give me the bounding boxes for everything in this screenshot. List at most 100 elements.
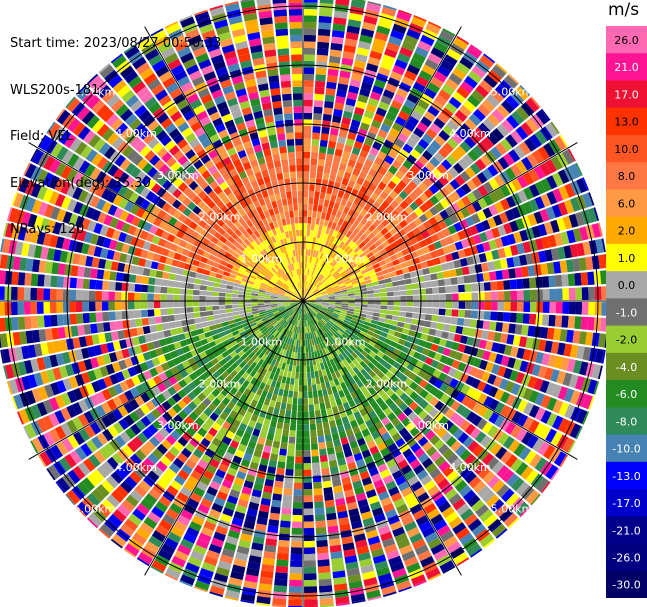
velocity-gate bbox=[427, 350, 437, 359]
velocity-gate bbox=[483, 194, 494, 206]
velocity-gate bbox=[374, 267, 382, 273]
velocity-gate bbox=[192, 301, 200, 307]
velocity-gate bbox=[401, 417, 412, 427]
velocity-gate bbox=[308, 303, 315, 307]
velocity-gate bbox=[392, 65, 406, 76]
velocity-gate bbox=[428, 216, 438, 226]
velocity-gate bbox=[329, 267, 335, 274]
velocity-gate bbox=[390, 276, 399, 282]
velocity-gate bbox=[387, 301, 394, 306]
velocity-gate bbox=[582, 411, 589, 425]
velocity-gate bbox=[37, 274, 45, 287]
velocity-gate bbox=[397, 180, 407, 190]
velocity-gate bbox=[327, 525, 339, 534]
velocity-gate bbox=[303, 80, 314, 88]
velocity-gate bbox=[11, 286, 18, 300]
velocity-gate bbox=[522, 349, 532, 361]
velocity-gate bbox=[385, 195, 394, 205]
velocity-gate bbox=[141, 317, 150, 326]
velocity-gate bbox=[355, 259, 363, 266]
velocity-gate bbox=[442, 227, 451, 238]
velocity-gate bbox=[30, 315, 39, 329]
velocity-gate bbox=[329, 336, 336, 343]
velocity-gate bbox=[342, 110, 353, 119]
velocity-gate bbox=[446, 470, 459, 482]
velocity-gate bbox=[516, 278, 524, 289]
velocity-gate bbox=[115, 282, 123, 291]
velocity-gate bbox=[304, 333, 307, 340]
velocity-gate bbox=[402, 159, 413, 170]
velocity-gate bbox=[153, 293, 161, 301]
velocity-gate bbox=[315, 315, 321, 322]
velocity-gate bbox=[364, 373, 373, 382]
velocity-gate bbox=[313, 106, 323, 114]
velocity-gate bbox=[413, 405, 424, 416]
velocity-gate bbox=[449, 412, 461, 423]
velocity-gate bbox=[49, 301, 57, 314]
velocity-gate bbox=[354, 295, 362, 299]
velocity-gate bbox=[273, 407, 280, 416]
velocity-gate bbox=[311, 310, 316, 317]
velocity-gate bbox=[495, 142, 508, 156]
velocity-gate bbox=[290, 547, 303, 555]
velocity-gate bbox=[444, 385, 455, 396]
velocity-gate bbox=[529, 134, 542, 149]
velocity-gate bbox=[463, 318, 471, 327]
velocity-gate bbox=[381, 268, 390, 275]
velocity-gate bbox=[483, 396, 494, 408]
velocity-gate bbox=[473, 462, 486, 475]
velocity-gate bbox=[381, 6, 397, 17]
velocity-gate bbox=[539, 162, 552, 177]
velocity-gate bbox=[383, 139, 394, 149]
velocity-gate bbox=[458, 484, 472, 498]
velocity-gate bbox=[311, 270, 315, 277]
velocity-gate bbox=[309, 297, 316, 300]
velocity-gate bbox=[497, 248, 506, 259]
velocity-gate bbox=[549, 301, 557, 314]
velocity-gate bbox=[454, 480, 468, 493]
velocity-gate bbox=[329, 420, 337, 428]
velocity-gate bbox=[572, 258, 581, 272]
velocity-gate bbox=[37, 315, 45, 328]
velocity-gate bbox=[398, 9, 412, 16]
velocity-gate bbox=[361, 164, 371, 174]
velocity-gate bbox=[331, 208, 338, 217]
velocity-gate bbox=[307, 384, 313, 392]
velocity-gate bbox=[347, 290, 355, 294]
velocity-gate bbox=[347, 180, 356, 189]
velocity-gate bbox=[466, 192, 477, 203]
velocity-gate bbox=[309, 184, 315, 192]
velocity-gate bbox=[337, 218, 344, 226]
velocity-gate bbox=[469, 366, 479, 377]
velocity-gate bbox=[352, 0, 366, 3]
velocity-gate bbox=[459, 335, 468, 345]
velocity-gate bbox=[296, 424, 303, 431]
velocity-gate bbox=[108, 311, 116, 321]
velocity-gate bbox=[429, 434, 441, 446]
velocity-gate bbox=[357, 40, 371, 50]
velocity-gate bbox=[490, 311, 498, 321]
velocity-gate bbox=[536, 289, 544, 301]
velocity-gate bbox=[433, 41, 449, 54]
velocity-gate bbox=[368, 206, 377, 215]
velocity-gate bbox=[363, 347, 372, 354]
velocity-gate bbox=[503, 222, 513, 235]
velocity-gate bbox=[324, 434, 333, 442]
velocity-gate bbox=[323, 107, 333, 115]
velocity-gate bbox=[428, 21, 442, 29]
velocity-gate bbox=[409, 391, 419, 401]
velocity-gate bbox=[231, 293, 239, 298]
velocity-gate bbox=[475, 222, 485, 233]
velocity-gate bbox=[451, 285, 459, 293]
velocity-gate bbox=[347, 208, 355, 217]
velocity-gate bbox=[346, 285, 354, 290]
velocity-gate bbox=[471, 378, 481, 389]
velocity-gate bbox=[324, 240, 330, 248]
velocity-gate bbox=[362, 179, 371, 189]
velocity-gate bbox=[460, 123, 473, 136]
velocity-gate bbox=[412, 307, 420, 313]
velocity-gate bbox=[557, 342, 566, 356]
velocity-gate bbox=[356, 380, 364, 388]
velocity-gate bbox=[468, 476, 482, 489]
velocity-gate bbox=[477, 197, 488, 209]
